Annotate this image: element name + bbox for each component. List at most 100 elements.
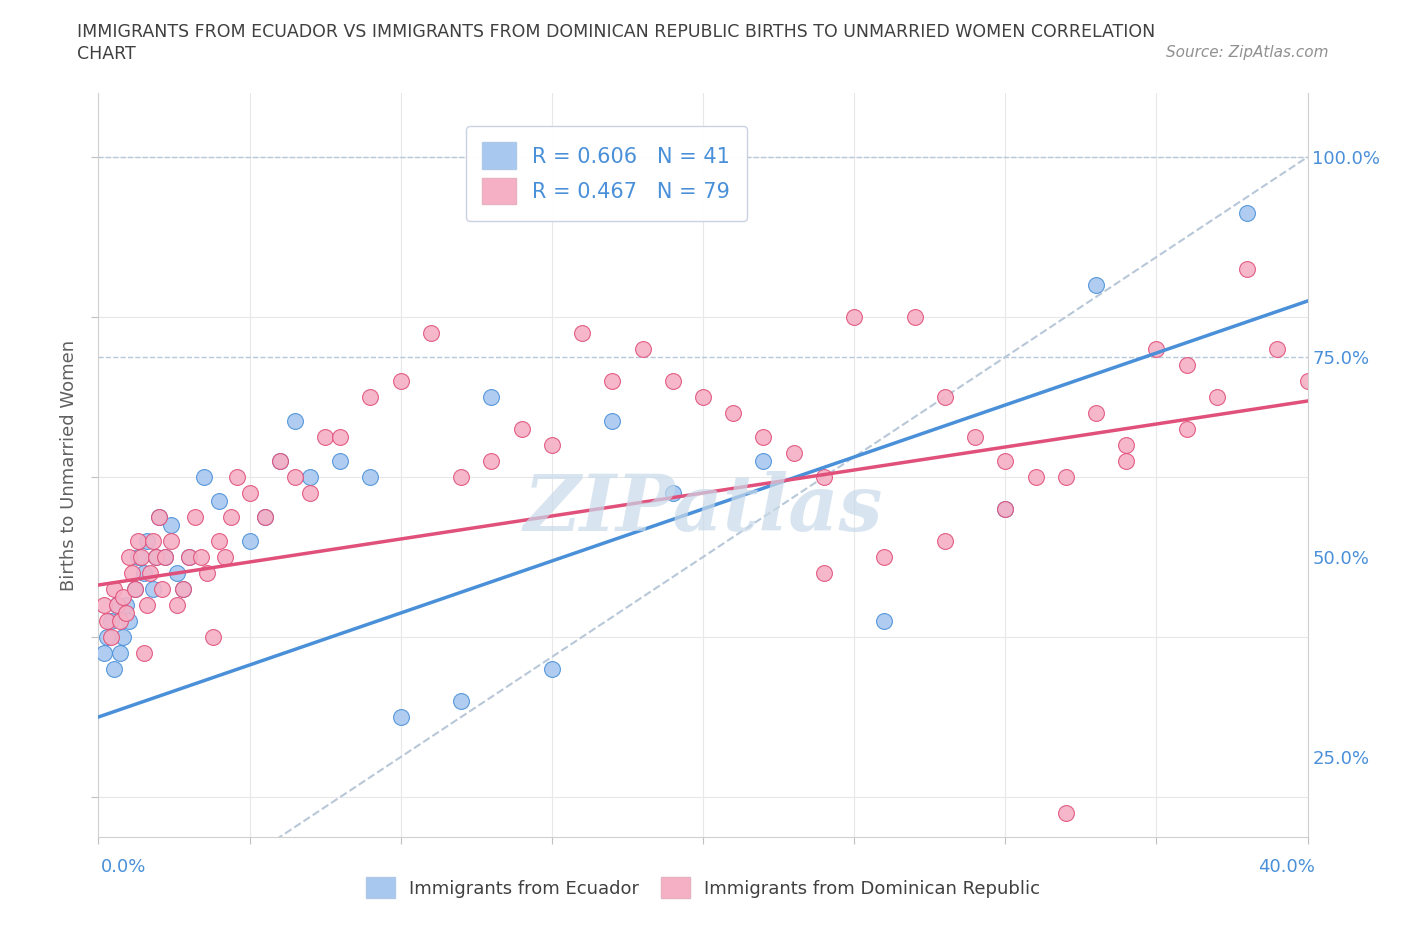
- Point: [450, 470, 472, 485]
- Point: [226, 470, 249, 485]
- Legend: R = 0.606   N = 41, R = 0.467   N = 79: R = 0.606 N = 41, R = 0.467 N = 79: [465, 126, 747, 221]
- Point: [813, 565, 835, 580]
- Point: [160, 518, 183, 533]
- Point: [153, 550, 176, 565]
- Point: [1054, 805, 1077, 820]
- Point: [105, 598, 128, 613]
- Point: [904, 310, 927, 325]
- Point: [208, 494, 231, 509]
- Point: [135, 534, 157, 549]
- Point: [284, 414, 307, 429]
- Point: [166, 598, 188, 613]
- Point: [389, 710, 412, 724]
- Point: [118, 614, 141, 629]
- Point: [132, 645, 155, 660]
- Point: [172, 581, 194, 596]
- Point: [100, 630, 122, 644]
- Point: [253, 510, 276, 525]
- Point: [1296, 374, 1319, 389]
- Point: [299, 485, 322, 500]
- Point: [389, 374, 412, 389]
- Point: [108, 614, 131, 629]
- Point: [148, 510, 170, 525]
- Point: [214, 550, 236, 565]
- Point: [994, 454, 1017, 469]
- Point: [166, 565, 188, 580]
- Point: [1054, 470, 1077, 485]
- Point: [934, 390, 956, 405]
- Point: [752, 454, 775, 469]
- Point: [299, 470, 322, 485]
- Point: [994, 501, 1017, 516]
- Point: [661, 485, 683, 500]
- Point: [132, 565, 155, 580]
- Point: [153, 550, 176, 565]
- Point: [631, 341, 654, 356]
- Point: [813, 470, 835, 485]
- Point: [184, 510, 207, 525]
- Point: [179, 550, 201, 565]
- Point: [129, 550, 152, 565]
- Point: [965, 430, 987, 445]
- Point: [723, 405, 745, 420]
- Point: [571, 326, 593, 340]
- Point: [1115, 437, 1137, 452]
- Point: [179, 550, 201, 565]
- Point: [269, 454, 291, 469]
- Point: [934, 534, 956, 549]
- Point: [314, 430, 336, 445]
- Point: [96, 614, 118, 629]
- Point: [202, 630, 225, 644]
- Point: [121, 565, 143, 580]
- Y-axis label: Births to Unmarried Women: Births to Unmarried Women: [59, 339, 77, 591]
- Text: 40.0%: 40.0%: [1258, 857, 1315, 876]
- Point: [481, 390, 503, 405]
- Point: [93, 598, 115, 613]
- Point: [145, 550, 167, 565]
- Point: [1115, 454, 1137, 469]
- Point: [221, 510, 243, 525]
- Point: [103, 581, 125, 596]
- Point: [994, 501, 1017, 516]
- Point: [148, 510, 170, 525]
- Point: [193, 470, 215, 485]
- Point: [481, 454, 503, 469]
- Point: [1085, 405, 1108, 420]
- Point: [844, 310, 866, 325]
- Point: [602, 374, 624, 389]
- Point: [127, 534, 149, 549]
- Text: CHART: CHART: [77, 45, 136, 62]
- Point: [96, 630, 118, 644]
- Point: [124, 581, 146, 596]
- Point: [253, 510, 276, 525]
- Point: [127, 550, 149, 565]
- Point: [783, 445, 806, 460]
- Point: [103, 661, 125, 676]
- Point: [190, 550, 212, 565]
- Point: [269, 454, 291, 469]
- Point: [142, 581, 165, 596]
- Point: [602, 414, 624, 429]
- Point: [1144, 341, 1167, 356]
- Point: [1175, 421, 1198, 436]
- Point: [108, 645, 131, 660]
- Point: [93, 645, 115, 660]
- Point: [540, 437, 562, 452]
- Text: IMMIGRANTS FROM ECUADOR VS IMMIGRANTS FROM DOMINICAN REPUBLIC BIRTHS TO UNMARRIE: IMMIGRANTS FROM ECUADOR VS IMMIGRANTS FR…: [77, 23, 1156, 41]
- Point: [160, 534, 183, 549]
- Point: [420, 326, 443, 340]
- Point: [692, 390, 714, 405]
- Text: Source: ZipAtlas.com: Source: ZipAtlas.com: [1166, 45, 1329, 60]
- Point: [124, 581, 146, 596]
- Point: [172, 581, 194, 596]
- Point: [1236, 206, 1258, 220]
- Point: [752, 430, 775, 445]
- Point: [142, 534, 165, 549]
- Point: [1236, 261, 1258, 276]
- Point: [661, 374, 683, 389]
- Point: [100, 614, 122, 629]
- Text: ZIPatlas: ZIPatlas: [523, 472, 883, 548]
- Point: [239, 534, 262, 549]
- Point: [1175, 357, 1198, 372]
- Point: [540, 661, 562, 676]
